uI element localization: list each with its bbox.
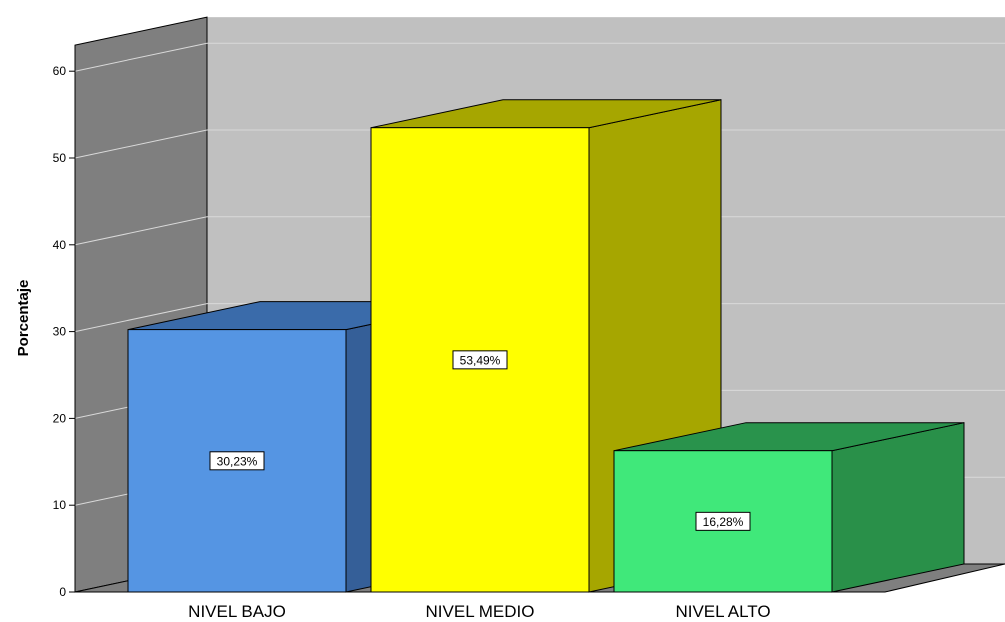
data-label-box [695, 511, 751, 531]
data-label-box [452, 350, 508, 370]
y-tick-label: 60 [53, 64, 67, 78]
gridline-side-50 [74, 129, 208, 159]
x-tick-label: NIVEL ALTO [675, 602, 770, 621]
x-axis: NIVEL BAJO NIVEL MEDIO NIVEL ALTO [75, 591, 885, 621]
x-tick-label: NIVEL BAJO [188, 602, 286, 621]
data-label-text: 53,49% [460, 353, 501, 367]
data-label-box [209, 451, 265, 471]
y-axis-title: Porcentaje [15, 280, 32, 357]
bars [127, 99, 965, 593]
bar-side-face [831, 422, 965, 593]
data-label-text: 30,23% [217, 454, 258, 468]
gridline-side-40 [74, 216, 208, 246]
data-label: 16,28% [695, 511, 751, 531]
y-tick-label: 20 [53, 411, 67, 425]
data-label: 53,49% [452, 350, 508, 370]
y-tick-label: 30 [53, 325, 67, 339]
y-tick-label: 50 [53, 151, 67, 165]
bar-nivel-alto [613, 422, 965, 593]
y-axis: 0 10 20 30 40 50 60 [53, 45, 76, 599]
data-label-text: 16,28% [703, 515, 744, 529]
data-labels: 30,23% 53,49% 16,28% [209, 350, 751, 531]
y-tick-label: 10 [53, 498, 67, 512]
data-label: 30,23% [209, 451, 265, 471]
y-tick-label: 40 [53, 238, 67, 252]
y-tick-label: 0 [59, 585, 66, 599]
gridline-side-60 [74, 42, 208, 72]
x-tick-label: NIVEL MEDIO [426, 602, 535, 621]
gridline-side-30 [74, 303, 208, 333]
